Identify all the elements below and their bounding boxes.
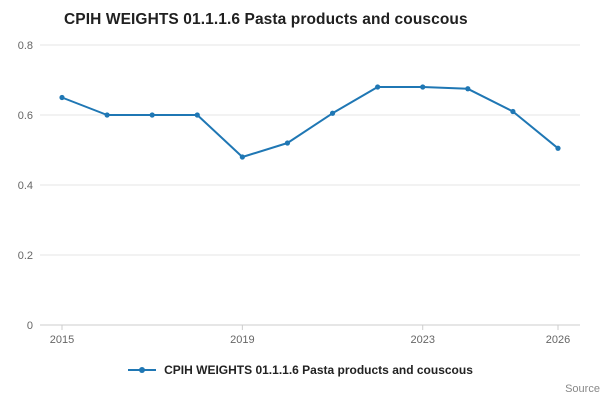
data-point-marker[interactable] <box>59 94 65 101</box>
data-point-marker[interactable] <box>104 112 110 118</box>
series-line <box>61 86 559 158</box>
y-tick-label: 0 <box>27 320 33 332</box>
legend-label[interactable]: CPIH WEIGHTS 01.1.1.6 Pasta products and… <box>164 363 473 377</box>
data-point-marker[interactable] <box>375 84 381 90</box>
data-point-marker[interactable] <box>239 154 245 160</box>
x-tick-label: 2026 <box>546 334 570 346</box>
source-label: Source: <box>565 383 600 395</box>
x-tick-label: 2015 <box>50 334 74 346</box>
line-chart-plot-area: 0 0.2 0.4 0.6 0.8 2015 2019 2023 2026 <box>18 40 580 346</box>
data-point-marker[interactable] <box>555 145 561 151</box>
legend-line-marker-icon <box>128 367 157 373</box>
x-tick-label: 2023 <box>410 334 434 346</box>
chart-title: CPIH WEIGHTS 01.1.1.6 Pasta products and… <box>64 11 468 28</box>
y-tick-label: 0.8 <box>18 40 33 52</box>
data-point-marker[interactable] <box>284 140 291 146</box>
data-point-marker[interactable] <box>510 108 516 115</box>
y-tick-label: 0.6 <box>18 110 33 122</box>
y-tick-label: 0.2 <box>18 250 33 262</box>
x-tick-label: 2019 <box>230 334 254 346</box>
data-point-marker[interactable] <box>465 86 471 92</box>
data-point-marker[interactable] <box>420 84 426 90</box>
y-tick-label: 0.4 <box>18 180 33 192</box>
legend[interactable]: CPIH WEIGHTS 01.1.1.6 Pasta products and… <box>0 363 600 377</box>
data-point-marker[interactable] <box>329 110 336 116</box>
data-point-marker[interactable] <box>194 112 200 118</box>
data-point-marker[interactable] <box>149 112 155 118</box>
